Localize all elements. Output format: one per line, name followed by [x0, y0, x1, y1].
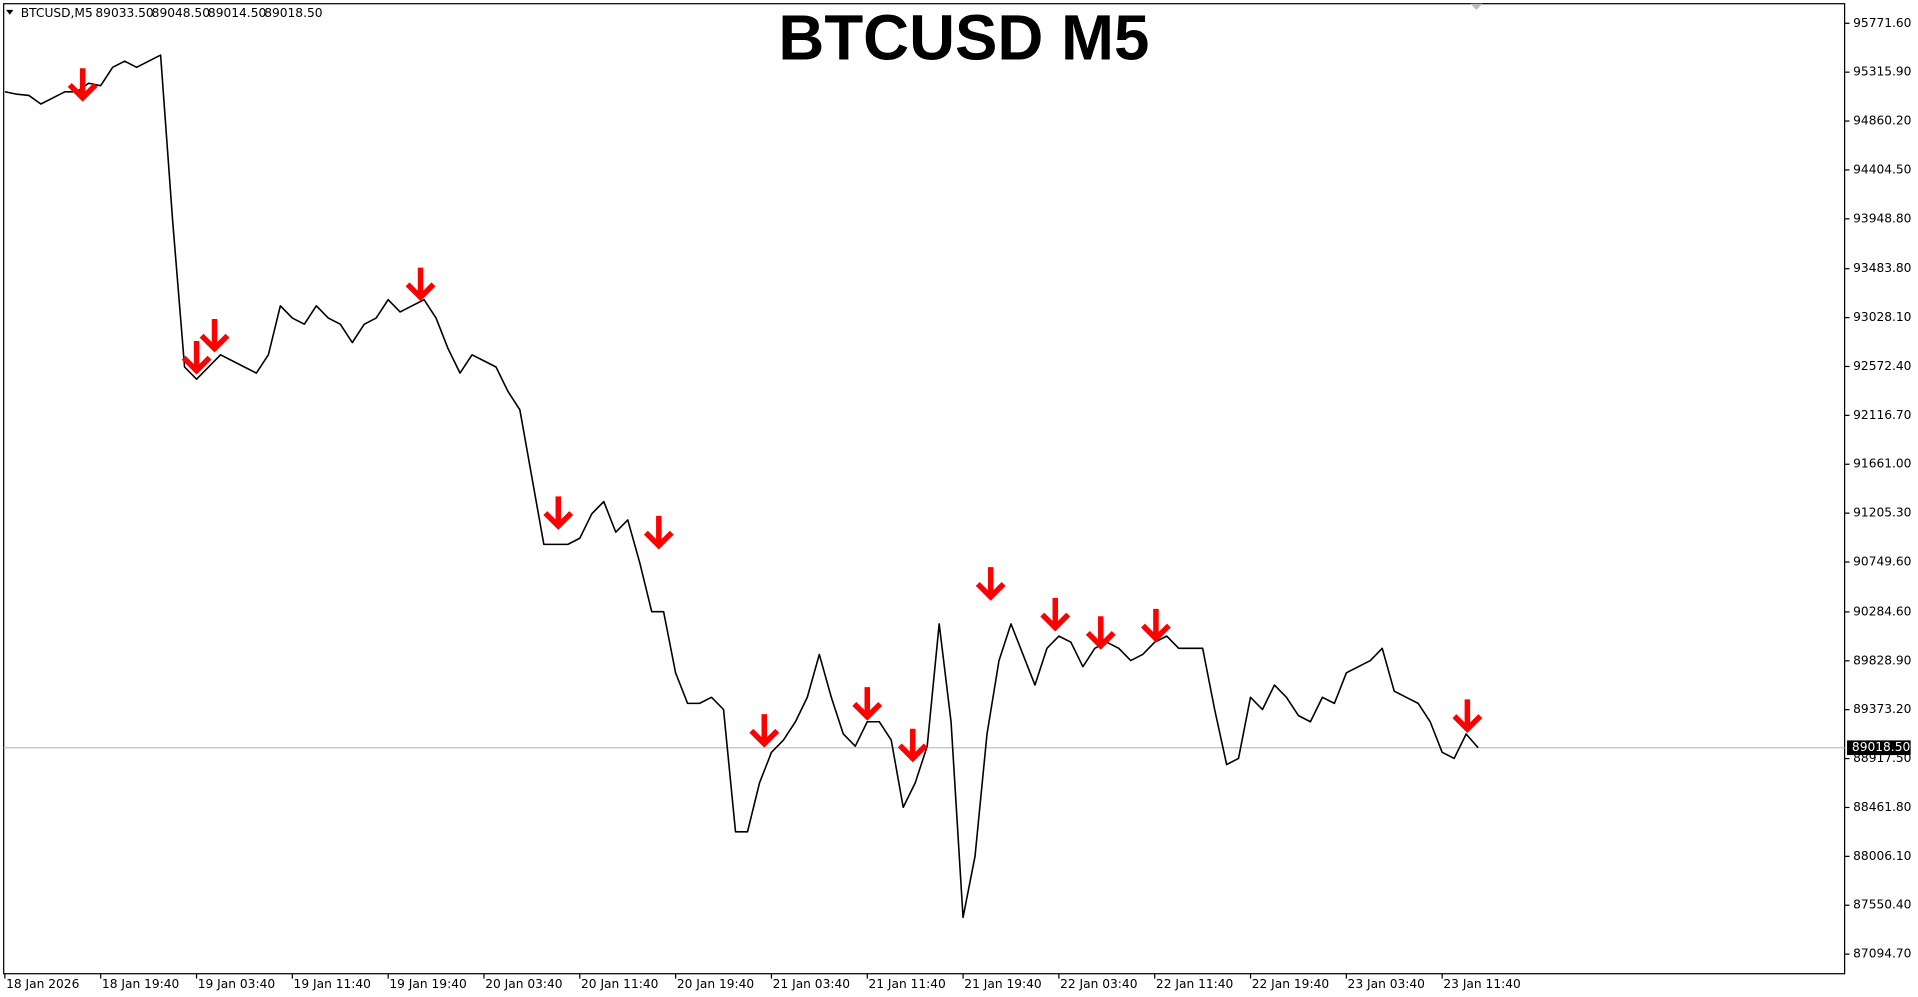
arrow-shape [975, 567, 1006, 601]
symbol: BTCUSD,M5 [21, 6, 93, 20]
arrow-shape [749, 714, 780, 748]
y-tick-label: 89373.20 [1853, 702, 1911, 716]
sell-arrow [975, 567, 1006, 601]
arrow-shape [1452, 699, 1483, 733]
y-tick-label: 90749.60 [1853, 555, 1911, 569]
y-tick-label: 92116.70 [1853, 408, 1911, 422]
y-tick-label: 90284.60 [1853, 604, 1911, 618]
y-tick-label: 87550.40 [1853, 898, 1911, 912]
menu-triangle[interactable] [6, 9, 14, 15]
y-tick-label: 87094.70 [1853, 947, 1911, 961]
price-line [4, 54, 1479, 919]
last-price-label: 89018.50 [1852, 740, 1910, 754]
high: 89048.50 [152, 6, 210, 20]
y-tick-label: 93948.80 [1853, 211, 1911, 225]
y-tick-label: 91205.30 [1853, 506, 1911, 520]
shift-marker [1470, 3, 1483, 10]
x-tick-label: 18 Jan 2026 [6, 977, 79, 991]
low: 89014.50 [208, 6, 266, 20]
arrow-shape [852, 687, 883, 721]
sell-arrow [199, 318, 230, 353]
y-tick-label: 91661.00 [1853, 457, 1911, 471]
y-tick-label: 95771.60 [1853, 16, 1911, 30]
x-tick-label: 20 Jan 19:40 [677, 977, 754, 991]
sell-arrow [749, 714, 780, 748]
y-tick-label: 88461.80 [1853, 800, 1911, 814]
arrow-shape [543, 496, 574, 530]
x-tick-label: 21 Jan 19:40 [964, 977, 1041, 991]
x-tick-label: 19 Jan 03:40 [198, 977, 275, 991]
x-tick-label: 21 Jan 03:40 [773, 977, 850, 991]
arrow-shape [643, 515, 674, 550]
y-tick-label: 94860.20 [1853, 114, 1911, 128]
open: 89033.50 [95, 6, 153, 20]
chart-title: BTCUSD M5 [778, 3, 1149, 74]
arrow-shape [1040, 597, 1071, 632]
x-tick-label: 19 Jan 11:40 [294, 977, 371, 991]
y-tick-label: 94404.50 [1853, 162, 1911, 176]
x-tick-label: 23 Jan 11:40 [1443, 977, 1520, 991]
sell-arrow [643, 515, 674, 550]
sell-arrow [1085, 616, 1116, 650]
arrow-shape [67, 68, 98, 102]
x-tick-label: 23 Jan 03:40 [1348, 977, 1425, 991]
arrow-shape [199, 318, 230, 353]
sell-arrow [67, 68, 98, 102]
x-tick-label: 20 Jan 03:40 [485, 977, 562, 991]
x-tick-label: 20 Jan 11:40 [581, 977, 658, 991]
sell-arrow [543, 496, 574, 530]
last-price-box [1847, 740, 1911, 756]
x-tick-label: 19 Jan 19:40 [389, 977, 466, 991]
x-tick-label: 22 Jan 19:40 [1252, 977, 1329, 991]
x-tick-label: 18 Jan 19:40 [102, 977, 179, 991]
sell-arrow [181, 341, 212, 375]
sell-arrow [1452, 699, 1483, 733]
sell-arrow [1040, 597, 1071, 632]
y-tick-label: 92572.40 [1853, 359, 1911, 373]
x-tick-label: 22 Jan 03:40 [1060, 977, 1137, 991]
arrow-shape [1141, 608, 1171, 643]
y-tick-label: 93028.10 [1853, 310, 1911, 324]
y-tick-label: 88006.10 [1853, 849, 1911, 863]
arrow-shape [1085, 616, 1116, 650]
y-tick-label: 89828.90 [1853, 653, 1911, 667]
y-tick-label: 95315.90 [1853, 65, 1911, 79]
sell-arrow [852, 687, 883, 721]
sell-arrow [897, 728, 928, 763]
y-tick-label: 93483.80 [1853, 261, 1911, 275]
sell-arrow [1141, 608, 1171, 643]
close: 89018.50 [264, 6, 322, 20]
x-tick-label: 21 Jan 11:40 [868, 977, 945, 991]
arrow-shape [405, 267, 436, 302]
sell-arrow [405, 267, 436, 302]
plot-frame [3, 3, 1846, 975]
arrow-shape [181, 341, 212, 375]
x-tick-label: 22 Jan 11:40 [1156, 977, 1233, 991]
arrow-shape [897, 728, 928, 763]
